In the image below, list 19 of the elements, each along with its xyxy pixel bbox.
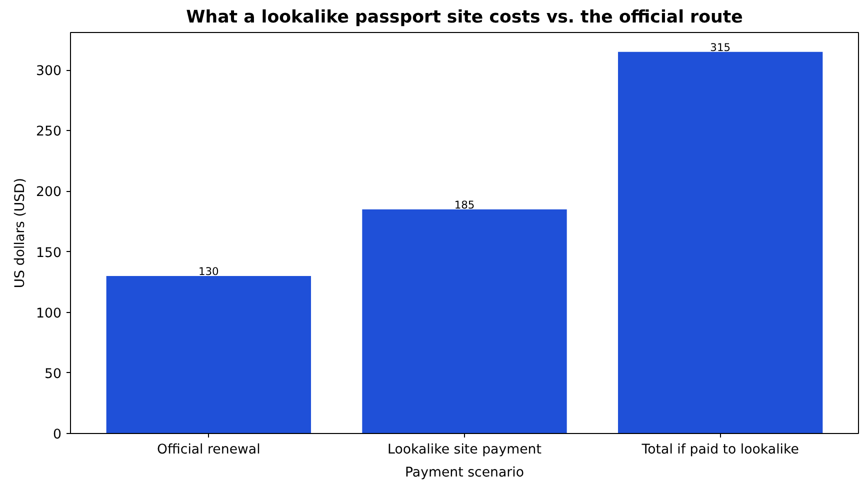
bar [618, 52, 823, 434]
y-tick-label: 250 [36, 124, 62, 140]
y-tick-label: 300 [36, 64, 62, 80]
x-axis-title: Payment scenario [404, 466, 524, 480]
data-label: 315 [710, 40, 731, 54]
x-tick-label: Total if paid to lookalike [640, 442, 799, 458]
y-axis-title: US dollars (USD) [13, 178, 28, 288]
x-tick-label: Lookalike site payment [388, 442, 542, 458]
bar [106, 276, 311, 434]
data-label: 130 [198, 265, 220, 278]
y-tick-label: 200 [36, 185, 62, 200]
y-tick-label: 50 [44, 366, 62, 382]
chart-title: What a lookalike passport site costs vs. the official route [186, 8, 743, 28]
y-tick-label: 0 [53, 428, 62, 442]
x-tick-label: Official renewal [156, 442, 260, 458]
data-label: 185 [454, 198, 475, 212]
y-tick-label: 100 [36, 306, 62, 322]
y-tick-label: 150 [36, 246, 62, 261]
bar [362, 209, 567, 434]
